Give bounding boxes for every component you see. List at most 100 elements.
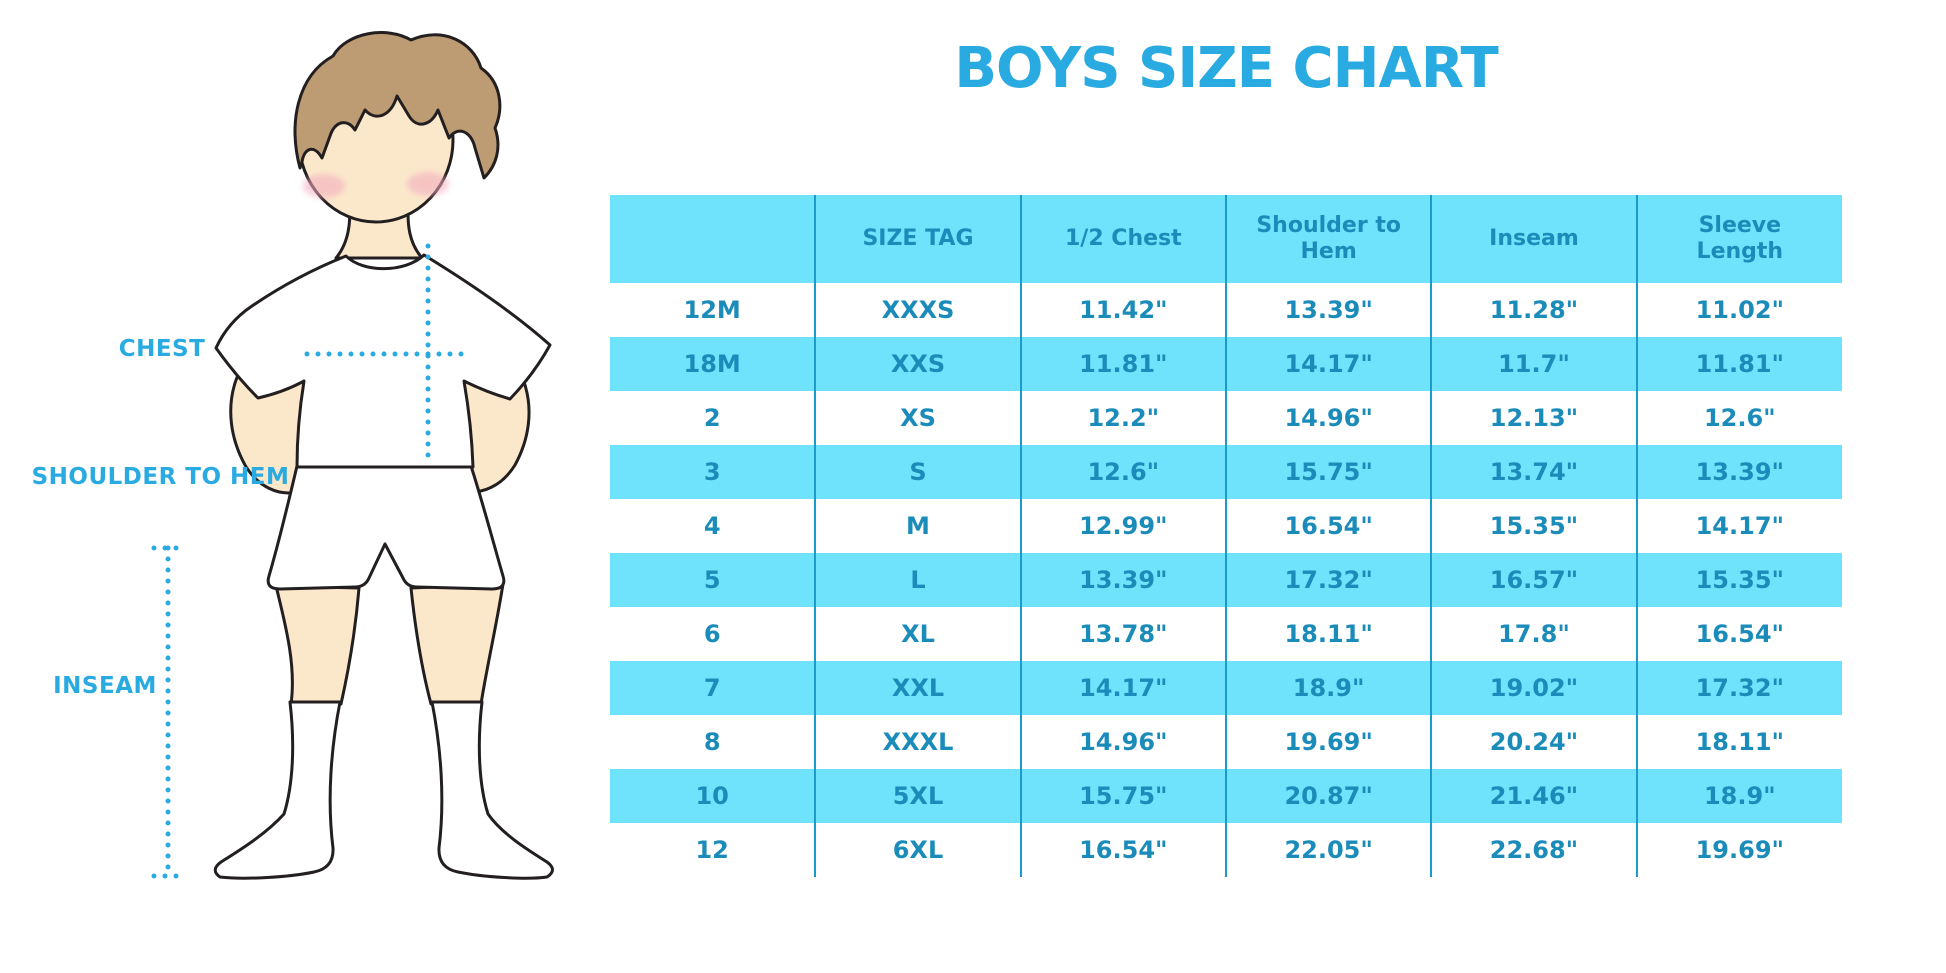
cell-size-tag: XXXL [814,715,1021,769]
cell-inseam: 12.13" [1430,391,1637,445]
boy-sock-left [213,700,342,880]
cell-inseam: 16.57" [1430,553,1637,607]
cell-shoulder-to-hem: 15.75" [1224,445,1432,499]
cell-size-tag: L [814,553,1021,607]
table-row: 8 XXXL 14.96" 19.69" 20.24" 18.11" [610,715,1842,769]
cell-size: 2 [703,404,721,432]
boy-blush-right [407,172,449,196]
cell-shoulder-to-hem: 14.17" [1224,337,1432,391]
cell-shoulder-to-hem: 20.87" [1224,769,1432,823]
header-sleeve-length: Sleeve Length [1635,195,1842,283]
cell-half-chest: 13.39" [1019,553,1226,607]
table-row: 4 M 12.99" 16.54" 15.35" 14.17" [610,499,1842,553]
cell-half-chest: 12.99" [1019,499,1226,553]
cell-size: 12M [683,296,741,324]
table-row: 2 XS 12.2" 14.96" 12.13" 12.6" [610,391,1842,445]
cell-size-tag: S [814,445,1021,499]
cell-size-tag: XL [814,607,1021,661]
cell-sleeve-length: 13.39" [1635,445,1842,499]
table-row: 3 S 12.6" 15.75" 13.74" 13.39" [610,445,1842,499]
cell-size-tag: M [814,499,1021,553]
cell-shoulder-to-hem: 18.11" [1224,607,1432,661]
boy-shorts [266,464,506,591]
cell-size-tag: XXS [814,337,1021,391]
shoulder-to-hem-label: SHOULDER TO HEM [31,464,290,490]
cell-sleeve-length: 17.32" [1635,661,1842,715]
cell-sleeve-length: 11.81" [1635,337,1842,391]
cell-inseam: 21.46" [1430,769,1637,823]
cell-inseam: 11.7" [1430,337,1637,391]
boy-figure-svg [151,31,554,880]
cell-shoulder-to-hem: 17.32" [1224,553,1432,607]
cell-sleeve-length: 14.17" [1635,499,1842,553]
boy-hair [293,31,502,180]
table-row: 12M XXXS 11.42" 13.39" 11.28" 11.02" [610,283,1842,337]
cell-half-chest: 12.6" [1019,445,1226,499]
cell-size-tag: 6XL [814,823,1021,877]
boy-leg-left [274,584,361,706]
cell-shoulder-to-hem: 16.54" [1224,499,1432,553]
inseam-label: INSEAM [53,673,157,699]
cell-size: 12 [695,836,729,864]
table-header-row: SIZE TAG 1/2 Chest Shoulder to Hem Insea… [610,195,1842,283]
cell-size: 7 [610,661,816,715]
cell-half-chest: 11.42" [1019,283,1226,337]
table-row: 12 6XL 16.54" 22.05" 22.68" 19.69" [610,823,1842,877]
cell-half-chest: 12.2" [1019,391,1226,445]
header-shoulder-to-hem: Shoulder to Hem [1224,195,1432,283]
table-row: 5 L 13.39" 17.32" 16.57" 15.35" [610,553,1842,607]
header-size-tag: SIZE TAG [814,195,1021,283]
cell-inseam: 17.8" [1430,607,1637,661]
size-table: SIZE TAG 1/2 Chest Shoulder to Hem Insea… [610,195,1842,877]
table-row: 18M XXS 11.81" 14.17" 11.7" 11.81" [610,337,1842,391]
cell-half-chest: 16.54" [1019,823,1226,877]
cell-size: 8 [703,728,721,756]
boy-sock-right [430,700,554,880]
table-row: 10 5XL 15.75" 20.87" 21.46" 18.9" [610,769,1842,823]
boy-shirt [214,253,552,469]
cell-shoulder-to-hem: 18.9" [1224,661,1432,715]
cell-sleeve-length: 18.9" [1635,769,1842,823]
cell-size-tag: XS [814,391,1021,445]
cell-sleeve-length: 11.02" [1635,283,1842,337]
cell-half-chest: 13.78" [1019,607,1226,661]
cell-sleeve-length: 19.69" [1635,823,1842,877]
boy-leg-right [409,582,505,706]
cell-size-tag: 5XL [814,769,1021,823]
page-title: BOYS SIZE CHART [954,36,1498,101]
cell-shoulder-to-hem: 14.96" [1224,391,1432,445]
table-row: 7 XXL 14.17" 18.9" 19.02" 17.32" [610,661,1842,715]
cell-inseam: 19.02" [1430,661,1637,715]
cell-half-chest: 14.96" [1019,715,1226,769]
cell-size: 3 [610,445,816,499]
header-size [610,195,816,283]
header-half-chest: 1/2 Chest [1019,195,1226,283]
cell-size: 4 [703,512,721,540]
cell-half-chest: 14.17" [1019,661,1226,715]
cell-size: 10 [610,769,816,823]
cell-inseam: 22.68" [1430,823,1637,877]
cell-shoulder-to-hem: 13.39" [1224,283,1432,337]
cell-size: 18M [610,337,816,391]
cell-shoulder-to-hem: 22.05" [1224,823,1432,877]
cell-shoulder-to-hem: 19.69" [1224,715,1432,769]
cell-inseam: 15.35" [1430,499,1637,553]
cell-sleeve-length: 12.6" [1635,391,1842,445]
cell-sleeve-length: 18.11" [1635,715,1842,769]
table-row: 6 XL 13.78" 18.11" 17.8" 16.54" [610,607,1842,661]
cell-size-tag: XXL [814,661,1021,715]
cell-inseam: 13.74" [1430,445,1637,499]
cell-sleeve-length: 16.54" [1635,607,1842,661]
cell-half-chest: 11.81" [1019,337,1226,391]
cell-size: 5 [610,553,816,607]
cell-size: 6 [703,620,721,648]
chest-label: CHEST [118,336,206,362]
cell-inseam: 20.24" [1430,715,1637,769]
boy-figure [100,0,580,973]
cell-half-chest: 15.75" [1019,769,1226,823]
boy-blush-left [303,174,345,198]
cell-size-tag: XXXS [814,283,1021,337]
cell-sleeve-length: 15.35" [1635,553,1842,607]
cell-inseam: 11.28" [1430,283,1637,337]
